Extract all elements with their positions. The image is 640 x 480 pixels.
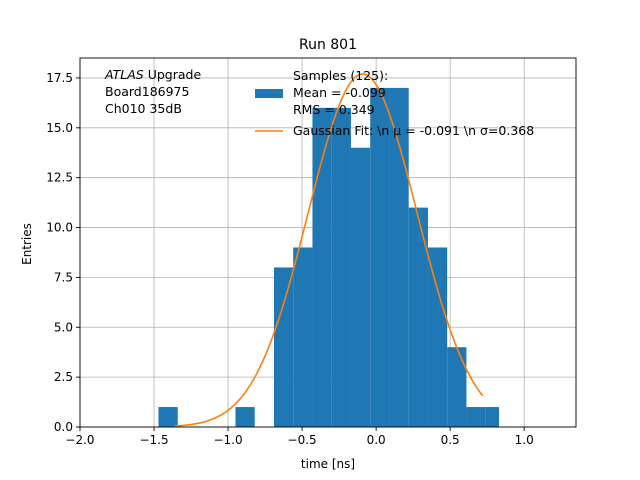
histogram-bar bbox=[273, 267, 294, 427]
plot-frame bbox=[79, 57, 577, 428]
histogram-bar bbox=[389, 87, 409, 428]
x-tick-label: −1.0 bbox=[213, 433, 242, 447]
histogram-bar bbox=[427, 247, 448, 427]
y-tick-label: 0.0 bbox=[54, 420, 73, 434]
legend-label: Samples (125): bbox=[293, 68, 388, 83]
y-tick-label: 10.0 bbox=[46, 221, 73, 235]
y-tick-label: 17.5 bbox=[46, 71, 73, 85]
legend-label: Gaussian Fit: \n μ = -0.091 \n σ=0.368 bbox=[293, 123, 534, 138]
y-tick-label: 5.0 bbox=[54, 320, 73, 334]
histogram-bar bbox=[158, 407, 178, 427]
annotation-box: ATLAS Upgrade Board186975 Ch010 35dB bbox=[104, 67, 201, 116]
x-tick-label: 1.0 bbox=[515, 433, 534, 447]
annotation-line: ATLAS Upgrade bbox=[104, 67, 201, 82]
annotation-line: Ch010 35dB bbox=[105, 101, 182, 116]
histogram-bar bbox=[293, 247, 313, 427]
axes: −2.0 −1.5 −1.0 −0.5 0.0 0.5 1.0 0.0 2.5 5.0 7.5 10.… bbox=[46, 57, 577, 447]
histogram-bar bbox=[466, 407, 486, 427]
legend: Samples (125): Mean = -0.099 RMS = 0.349… bbox=[255, 68, 534, 138]
x-tick-label: −2.0 bbox=[65, 433, 94, 447]
chart-text: Run 801 time [ns] Entries bbox=[20, 37, 357, 471]
x-tick-label: 0.5 bbox=[441, 433, 460, 447]
histogram-bar bbox=[485, 407, 500, 427]
histogram-bar bbox=[331, 107, 351, 427]
gaussian-fit-line bbox=[174, 73, 484, 427]
histogram-bar bbox=[350, 147, 371, 427]
histogram-bars bbox=[158, 87, 500, 428]
x-tick-label: −0.5 bbox=[288, 433, 317, 447]
y-axis-label: Entries bbox=[20, 223, 34, 265]
legend-label: Mean = -0.099 bbox=[293, 85, 386, 100]
chart-title: Run 801 bbox=[299, 37, 357, 53]
fit-curve-layer bbox=[174, 73, 484, 427]
annotation-line: Board186975 bbox=[105, 84, 189, 99]
y-tick-label: 12.5 bbox=[46, 171, 73, 185]
x-axis-label: time [ns] bbox=[301, 457, 355, 471]
x-tick-label: 0.0 bbox=[367, 433, 386, 447]
y-tick-label: 7.5 bbox=[54, 270, 73, 284]
histogram-bar bbox=[312, 107, 332, 427]
histogram-bar bbox=[370, 87, 390, 428]
histogram-bar bbox=[235, 407, 255, 427]
legend-label: RMS = 0.349 bbox=[293, 102, 375, 117]
y-tick-label: 15.0 bbox=[46, 121, 73, 135]
histogram-bar bbox=[408, 207, 428, 427]
x-tick-label: −1.5 bbox=[139, 433, 168, 447]
legend-patch bbox=[255, 89, 283, 98]
histogram-bar bbox=[447, 347, 467, 427]
y-tick-label: 2.5 bbox=[54, 370, 73, 384]
